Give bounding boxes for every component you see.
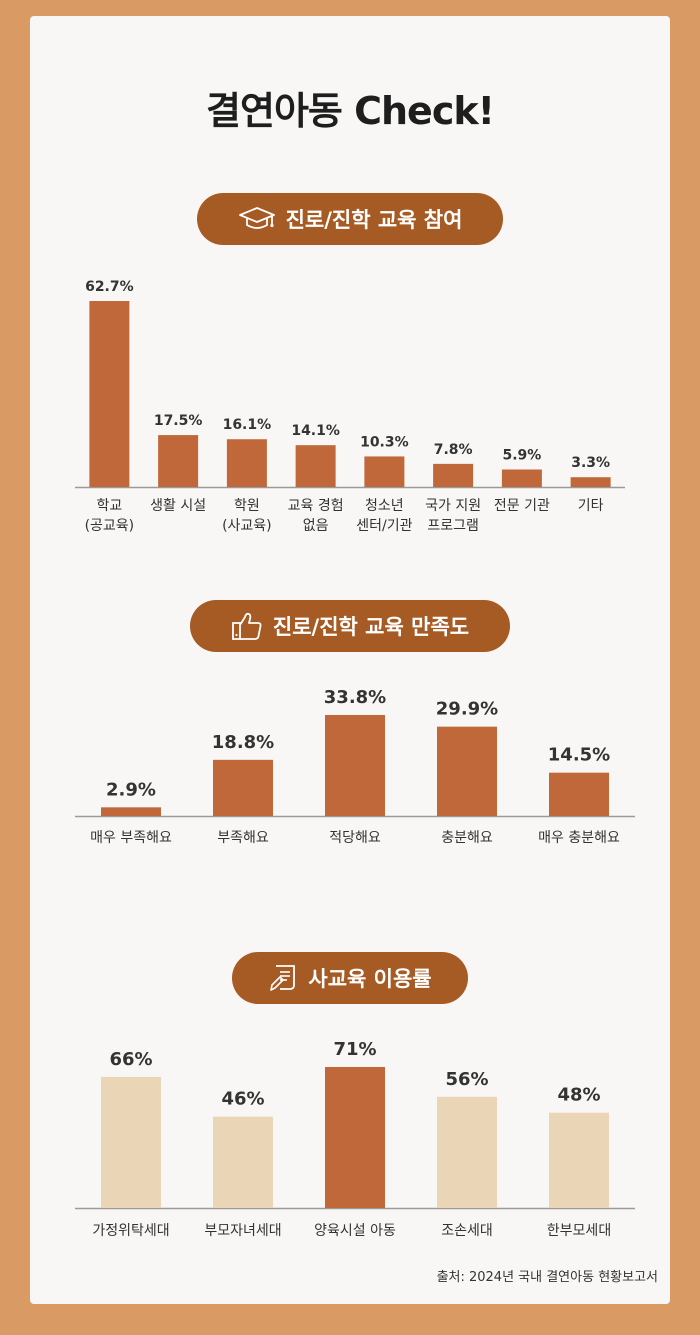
bar	[101, 807, 161, 816]
bar	[325, 1067, 385, 1208]
category-label: 전문 기관	[494, 498, 550, 514]
data-label: 66%	[109, 1049, 152, 1070]
category-label: 학원 (사교육)	[222, 498, 272, 534]
category-label: 충분해요	[441, 830, 493, 846]
category-label: 부족해요	[217, 830, 269, 846]
data-label: 46%	[221, 1089, 264, 1110]
section-heading-participation: 진로/진학 교육 참여	[197, 193, 503, 245]
bar	[213, 1116, 273, 1208]
category-label: 부모자녀세대	[204, 1223, 281, 1239]
bar	[226, 439, 267, 487]
bar	[325, 715, 385, 816]
bar	[549, 1112, 609, 1208]
data-label: 48%	[557, 1085, 600, 1106]
bar	[364, 456, 405, 487]
data-label: 17.5%	[154, 413, 203, 429]
category-label: 매우 부족해요	[90, 830, 172, 846]
section-heading-private-education: 사교육 이용률	[232, 952, 468, 1004]
data-label: 29.9%	[436, 699, 498, 720]
data-label: 14.1%	[291, 423, 340, 439]
category-label: 매우 충분해요	[538, 830, 620, 846]
bar	[295, 445, 336, 487]
data-label: 18.8%	[212, 732, 274, 753]
category-label: 기타	[578, 498, 604, 514]
bar	[89, 301, 130, 487]
section-heading-label: 진로/진학 교육 만족도	[272, 615, 470, 639]
category-label: 적당해요	[329, 830, 381, 846]
data-label: 71%	[333, 1039, 376, 1060]
thumbs-up-icon	[231, 611, 263, 641]
bar	[158, 435, 199, 487]
data-label: 56%	[445, 1069, 488, 1090]
data-label: 62.7%	[85, 279, 134, 295]
page-title: 결연아동 Check!	[206, 89, 495, 133]
bar	[213, 759, 273, 816]
bar	[437, 1096, 497, 1208]
bar	[433, 463, 474, 487]
category-label: 교육 경험 없음	[288, 498, 344, 534]
graduation-cap-icon	[238, 206, 276, 232]
section-heading-satisfaction: 진로/진학 교육 만족도	[190, 600, 510, 652]
data-label: 2.9%	[106, 779, 156, 800]
data-label: 14.5%	[548, 745, 610, 766]
bar	[501, 469, 542, 487]
source-note: 출처: 2024년 국내 결연아동 현황보고서	[436, 1270, 658, 1285]
data-label: 3.3%	[571, 455, 610, 471]
bar	[549, 772, 609, 816]
section-heading-label: 사교육 이용률	[308, 967, 432, 991]
document-pen-icon	[268, 963, 298, 993]
category-label: 양육시설 아동	[314, 1223, 396, 1239]
category-label: 생활 시설	[150, 498, 206, 514]
category-label: 학교 (공교육)	[85, 498, 135, 534]
data-label: 5.9%	[502, 447, 541, 463]
data-label: 10.3%	[360, 434, 409, 450]
category-label: 조손세대	[441, 1223, 493, 1239]
category-label: 한부모세대	[547, 1223, 611, 1239]
section-heading-label: 진로/진학 교육 참여	[285, 208, 463, 232]
bar	[101, 1076, 161, 1208]
data-label: 7.8%	[434, 442, 473, 458]
bar	[437, 726, 497, 816]
category-label: 가정위탁세대	[92, 1223, 169, 1239]
bar	[570, 477, 611, 487]
category-label: 국가 지원 프로그램	[425, 498, 481, 534]
data-label: 33.8%	[324, 687, 386, 708]
data-label: 16.1%	[223, 417, 272, 433]
category-label: 청소년 센터/기관	[356, 498, 412, 534]
